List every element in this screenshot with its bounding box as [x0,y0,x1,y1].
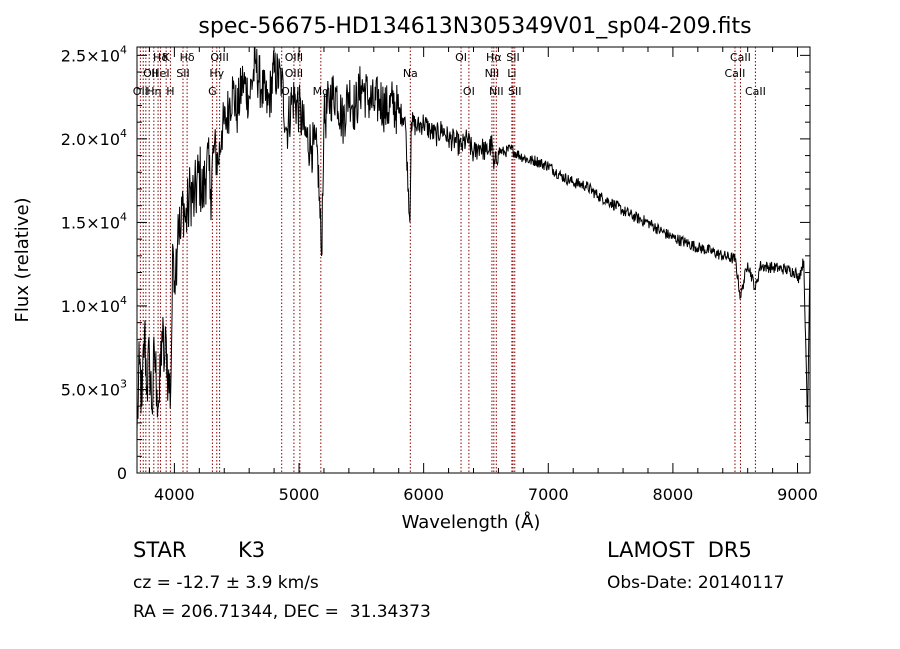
y-tick-label: 1.5×104 [61,210,127,232]
line-annotation: G [208,85,217,98]
object-class: STAR [133,538,187,562]
line-markers [139,47,756,473]
chart-title: spec-56675-HD134613N305349V01_sp04-209.f… [198,14,751,39]
line-annotation: CaII [745,85,766,98]
line-annotation: SII [176,67,189,80]
line-annotation: Hη [146,85,161,98]
x-tick-label: 5000 [279,485,320,504]
x-tick-label: 6000 [403,485,444,504]
spectral-subclass: K3 [238,538,266,562]
line-annotation: OIII [210,51,228,64]
line-annotation: Hα [486,51,502,64]
observation-date: Obs-Date: 20140117 [607,573,785,593]
line-annotation: OI [455,51,467,64]
y-axis-label: Flux (relative) [12,197,33,322]
line-annotation: SII [508,85,521,98]
line-annotation: OI [463,85,475,98]
line-annotation: SII [506,51,519,64]
line-annotation: Hδ [153,51,168,64]
line-annotation: CaII [730,51,751,64]
spectrum-line [136,46,811,432]
survey-name: LAMOST DR5 [607,538,752,562]
x-tick-label: 9000 [777,485,818,504]
x-tick-label: 4000 [154,485,195,504]
line-annotation: OIII [285,67,303,80]
y-axis: 0 5.0×103 1.0×104 1.5×104 2.0×104 2.5×104 [61,43,810,483]
coordinates: RA = 206.71344, DEC = 31.34373 [133,602,431,622]
line-annotation: OIII [281,85,299,98]
line-annotation: NII [485,67,500,80]
x-axis: 4000 5000 6000 7000 8000 9000 [148,47,818,504]
line-annotation: OII [133,85,148,98]
line-annotation: OIII [285,51,303,64]
line-annotation: OII [143,67,158,80]
line-annotation: NII [489,85,504,98]
line-annotation: Mg [313,85,329,98]
x-tick-label: 7000 [528,485,569,504]
x-tick-label: 8000 [653,485,694,504]
line-annotation: Hδ [180,51,195,64]
y-tick-label: 0 [117,464,127,483]
y-tick-label: 5.0×103 [61,377,127,399]
y-tick-label: 2.0×104 [61,127,127,149]
line-annotation: Na [403,67,418,80]
line-annotation: CaII [725,67,746,80]
line-annotation: HeI [151,67,169,80]
y-tick-label: 1.0×104 [61,294,127,316]
line-annotation: K [163,51,171,64]
redshift-cz: cz = -12.7 ± 3.9 km/s [133,573,319,593]
line-annotation: Hγ [209,67,224,80]
line-annotation: H [166,85,174,98]
y-tick-label: 2.5×104 [61,43,127,65]
line-annotation: Li [507,67,516,80]
x-axis-label: Wavelength (Å) [402,511,541,533]
